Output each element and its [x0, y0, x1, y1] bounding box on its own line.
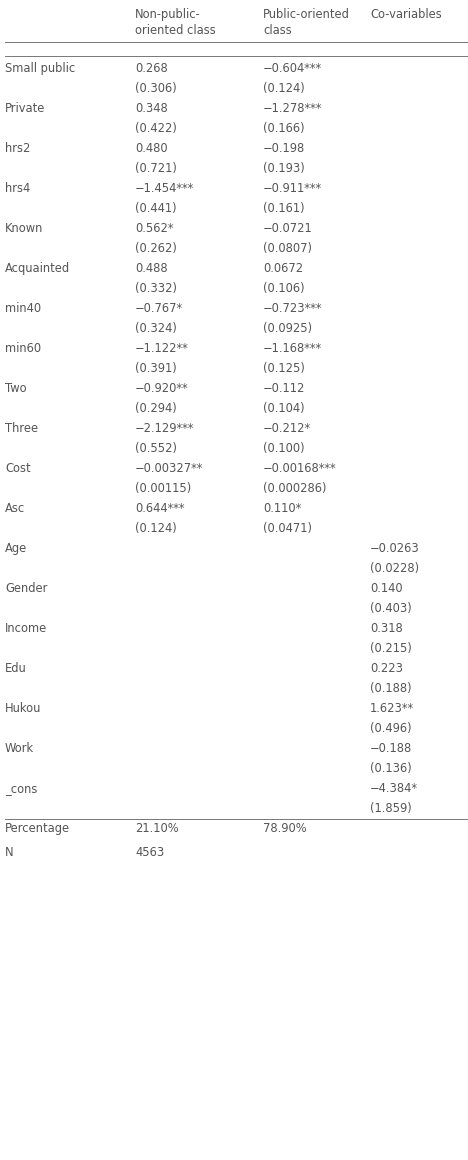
Text: min40: min40 — [5, 302, 41, 316]
Text: 21.10%: 21.10% — [135, 822, 179, 835]
Text: (0.193): (0.193) — [263, 162, 305, 175]
Text: −0.188: −0.188 — [370, 742, 412, 755]
Text: 1.623**: 1.623** — [370, 702, 414, 715]
Text: (0.721): (0.721) — [135, 162, 177, 175]
Text: 0.644***: 0.644*** — [135, 502, 184, 515]
Text: Non-public-
oriented class: Non-public- oriented class — [135, 8, 216, 37]
Text: Cost: Cost — [5, 462, 30, 474]
Text: _cons: _cons — [5, 782, 37, 795]
Text: (0.124): (0.124) — [263, 82, 305, 95]
Text: −0.767*: −0.767* — [135, 302, 183, 316]
Text: (0.0807): (0.0807) — [263, 242, 312, 255]
Text: Small public: Small public — [5, 61, 75, 75]
Text: hrs2: hrs2 — [5, 142, 30, 155]
Text: (0.324): (0.324) — [135, 322, 177, 335]
Text: −1.122**: −1.122** — [135, 342, 189, 355]
Text: (0.403): (0.403) — [370, 602, 412, 615]
Text: (0.136): (0.136) — [370, 762, 412, 775]
Text: −0.112: −0.112 — [263, 382, 306, 396]
Text: (0.332): (0.332) — [135, 282, 177, 295]
Text: Income: Income — [5, 622, 47, 635]
Text: (0.294): (0.294) — [135, 403, 177, 415]
Text: 0.488: 0.488 — [135, 262, 168, 275]
Text: 0.480: 0.480 — [135, 142, 168, 155]
Text: (0.552): (0.552) — [135, 442, 177, 455]
Text: (0.188): (0.188) — [370, 682, 412, 695]
Text: −0.604***: −0.604*** — [263, 61, 322, 75]
Text: (0.104): (0.104) — [263, 403, 305, 415]
Text: −1.278***: −1.278*** — [263, 102, 322, 115]
Text: (0.000286): (0.000286) — [263, 483, 327, 495]
Text: Work: Work — [5, 742, 34, 755]
Text: (0.125): (0.125) — [263, 362, 305, 375]
Text: (0.391): (0.391) — [135, 362, 177, 375]
Text: (0.124): (0.124) — [135, 522, 177, 535]
Text: Edu: Edu — [5, 662, 27, 675]
Text: (0.306): (0.306) — [135, 82, 177, 95]
Text: (0.0471): (0.0471) — [263, 522, 312, 535]
Text: (0.0228): (0.0228) — [370, 561, 419, 575]
Text: N: N — [5, 846, 14, 860]
Text: Public-oriented
class: Public-oriented class — [263, 8, 350, 37]
Text: −0.911***: −0.911*** — [263, 182, 322, 195]
Text: −0.212*: −0.212* — [263, 422, 311, 435]
Text: Private: Private — [5, 102, 45, 115]
Text: (0.262): (0.262) — [135, 242, 177, 255]
Text: (0.166): (0.166) — [263, 122, 305, 135]
Text: (0.161): (0.161) — [263, 202, 305, 215]
Text: −2.129***: −2.129*** — [135, 422, 194, 435]
Text: Percentage: Percentage — [5, 822, 70, 835]
Text: −1.168***: −1.168*** — [263, 342, 322, 355]
Text: −0.920**: −0.920** — [135, 382, 189, 396]
Text: −0.0263: −0.0263 — [370, 542, 420, 554]
Text: 78.90%: 78.90% — [263, 822, 307, 835]
Text: Co-variables: Co-variables — [370, 8, 442, 21]
Text: −0.198: −0.198 — [263, 142, 305, 155]
Text: Asc: Asc — [5, 502, 25, 515]
Text: 0.223: 0.223 — [370, 662, 403, 675]
Text: (0.00115): (0.00115) — [135, 483, 191, 495]
Text: (0.496): (0.496) — [370, 722, 412, 735]
Text: 0.318: 0.318 — [370, 622, 403, 635]
Text: −0.00168***: −0.00168*** — [263, 462, 336, 474]
Text: 0.562*: 0.562* — [135, 222, 174, 235]
Text: (0.441): (0.441) — [135, 202, 176, 215]
Text: −1.454***: −1.454*** — [135, 182, 194, 195]
Text: hrs4: hrs4 — [5, 182, 30, 195]
Text: (0.422): (0.422) — [135, 122, 177, 135]
Text: (0.215): (0.215) — [370, 641, 412, 655]
Text: 0.110*: 0.110* — [263, 502, 301, 515]
Text: −0.723***: −0.723*** — [263, 302, 322, 316]
Text: (1.859): (1.859) — [370, 802, 412, 815]
Text: (0.106): (0.106) — [263, 282, 305, 295]
Text: (0.100): (0.100) — [263, 442, 305, 455]
Text: Hukou: Hukou — [5, 702, 41, 715]
Text: −0.00327**: −0.00327** — [135, 462, 204, 474]
Text: Age: Age — [5, 542, 27, 554]
Text: Three: Three — [5, 422, 38, 435]
Text: 0.348: 0.348 — [135, 102, 168, 115]
Text: 4563: 4563 — [135, 846, 164, 860]
Text: min60: min60 — [5, 342, 41, 355]
Text: Gender: Gender — [5, 582, 47, 595]
Text: −4.384*: −4.384* — [370, 782, 418, 795]
Text: 0.0672: 0.0672 — [263, 262, 303, 275]
Text: Acquainted: Acquainted — [5, 262, 70, 275]
Text: 0.140: 0.140 — [370, 582, 402, 595]
Text: Known: Known — [5, 222, 44, 235]
Text: −0.0721: −0.0721 — [263, 222, 313, 235]
Text: Two: Two — [5, 382, 27, 396]
Text: 0.268: 0.268 — [135, 61, 168, 75]
Text: (0.0925): (0.0925) — [263, 322, 312, 335]
